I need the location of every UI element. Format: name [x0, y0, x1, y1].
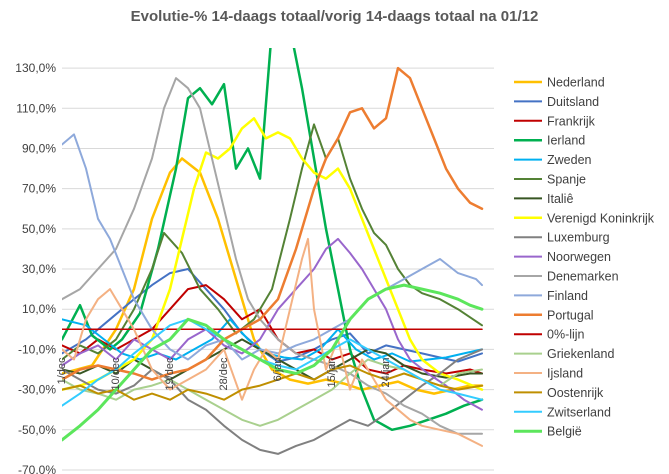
- legend-label: Nederland: [547, 76, 605, 90]
- legend-label: Denemarken: [547, 270, 619, 284]
- y-tick-label: -30,0%: [18, 383, 56, 397]
- series-line-zwitserland: [62, 318, 483, 407]
- y-tick-label: 30,0%: [22, 262, 56, 276]
- series-line-ierland: [62, 48, 484, 432]
- y-tick-label: -50,0%: [18, 423, 56, 437]
- gridlines: [62, 67, 494, 471]
- legend-label: Zweden: [547, 153, 592, 167]
- series-line-portugal: [62, 66, 484, 381]
- x-tick-label: 24/jan: [380, 357, 392, 387]
- x-tick-label: 19/dec: [164, 357, 176, 391]
- legend-label: Portugal: [547, 308, 594, 322]
- series-line-oostenrijk: [62, 364, 483, 401]
- legend-label: Italiê: [547, 192, 573, 206]
- legend-label: Verenigd Koninkrijk: [547, 211, 655, 225]
- series-line-luxemburg: [62, 348, 483, 455]
- legend-label: Zwitserland: [547, 405, 611, 419]
- y-tick-label: 70,0%: [22, 182, 56, 196]
- legend-label: Griekenland: [547, 347, 614, 361]
- series-line-spanje: [62, 123, 483, 361]
- legend-label: Ijsland: [547, 367, 583, 381]
- y-tick-label: 130,0%: [15, 61, 56, 75]
- x-tick-label: 6/jan: [272, 357, 284, 381]
- legend-label: 0%-lijn: [547, 328, 585, 342]
- legend-label: Duitsland: [547, 95, 599, 109]
- series-line-finland: [62, 133, 483, 361]
- legend-label: Spanje: [547, 173, 586, 187]
- legend-label: Oostenrijk: [547, 386, 604, 400]
- x-tick-label: 10/dec: [110, 357, 122, 391]
- y-tick-label: 110,0%: [16, 101, 56, 115]
- series-line-nederland: [62, 157, 484, 395]
- legend-label: Ierland: [547, 134, 585, 148]
- legend-label: Noorwegen: [547, 250, 611, 264]
- series-line-denemarken: [62, 77, 483, 435]
- x-tick-label: 28/dec: [218, 357, 230, 391]
- y-tick-label: 50,0%: [22, 222, 56, 236]
- legend-label: Finland: [547, 289, 588, 303]
- series-lines: [62, 48, 484, 455]
- chart-title: Evolutie-% 14-daags totaal/vorig 14-daag…: [130, 8, 539, 25]
- series-line-belgi-: [62, 283, 484, 442]
- y-tick-label: -10,0%: [18, 342, 56, 356]
- legend-label: Frankrijk: [547, 114, 596, 128]
- y-axis-ticks: -70,0% -50,0% -30,0% -10,0% 10,0% 30,0% 50,0% 7…: [15, 61, 56, 474]
- legend-label: België: [547, 425, 582, 439]
- series-line-ijsland: [62, 237, 483, 447]
- x-tick-label: 15/jan: [326, 357, 338, 387]
- y-tick-label: 10,0%: [22, 302, 56, 316]
- y-tick-label: -70,0%: [18, 463, 56, 474]
- x-tick-label: 1/dec: [56, 357, 68, 384]
- x-axis-ticks: 1/dec 10/dec 19/dec 28/dec 6/jan 15/jan 24/jan: [56, 357, 392, 391]
- legend: Nederland Duitsland Frankrijk Ierland Zweden…: [514, 76, 655, 439]
- y-tick-label: 90,0%: [22, 141, 56, 155]
- legend-label: Luxemburg: [547, 231, 610, 245]
